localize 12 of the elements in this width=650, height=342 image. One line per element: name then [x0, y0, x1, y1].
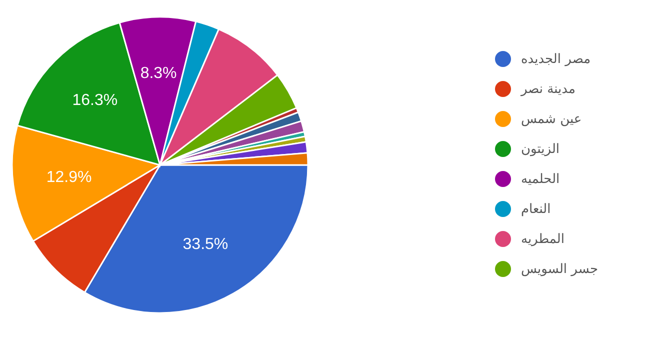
data-label: 16.3% — [72, 92, 118, 109]
data-label: 12.9% — [46, 168, 92, 186]
legend-label: عين شمس — [520, 112, 582, 126]
data-label: 33.5% — [182, 236, 228, 254]
data-label: 8.3% — [140, 64, 177, 82]
legend-label: الزيتون — [520, 142, 560, 156]
legend-label: جسر السويس — [520, 262, 598, 276]
legend-label: النعام — [520, 202, 551, 216]
legend-label: الحلميه — [520, 172, 560, 186]
legend-label: المطريه — [520, 232, 564, 246]
legend-label: مصر الجديده — [520, 52, 591, 66]
legend-label: مدينة نصر — [520, 82, 576, 96]
